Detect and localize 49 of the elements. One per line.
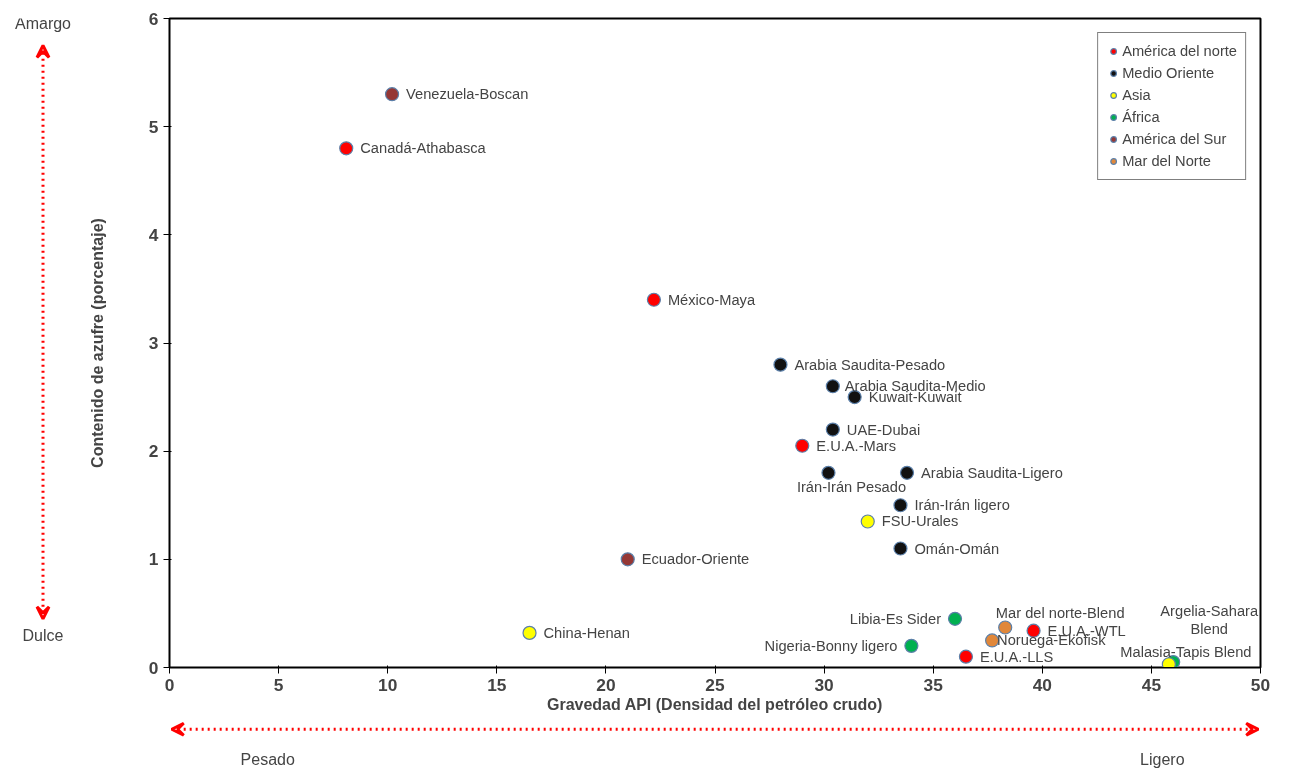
x-tick-label: 30	[814, 674, 834, 695]
annotation: Irán-Irán Pesado	[796, 478, 907, 495]
legend-label: Asia	[1122, 87, 1151, 103]
x-tick-label: 15	[487, 674, 507, 695]
annotation: E.U.A.-Mars	[816, 437, 897, 454]
annotation: China-Henan	[543, 624, 630, 641]
annotation: UAE-Dubai	[846, 421, 921, 438]
annotation: Irán-Irán ligero	[914, 497, 1010, 514]
annotation: Mar del norte-Blend	[995, 605, 1125, 622]
x-tick-label: 40	[1032, 674, 1052, 695]
y-tick-label: 3	[148, 333, 159, 353]
legend-label: América del norte	[1122, 43, 1237, 59]
x-tick-label: 35	[923, 674, 944, 695]
legend-label: Mar del Norte	[1122, 153, 1211, 169]
annotation: Argelia-Sahara Blend	[1160, 603, 1259, 637]
legend-label: África	[1122, 109, 1160, 125]
annotation: E.U.A.-LLS	[979, 648, 1054, 665]
x-tick-label: 0	[164, 674, 175, 695]
annotation: Canadá-Athabasca	[360, 140, 487, 157]
text: Amargo	[14, 15, 72, 33]
annotation: Omán-Omán	[914, 540, 1000, 557]
annotation: Ecuador-Oriente	[641, 551, 750, 568]
annotation: Arabia Saudita-Pesado	[794, 356, 946, 373]
legend-label: Medio Oriente	[1122, 65, 1215, 81]
text: Ligero	[1140, 751, 1185, 768]
annotation: Malasia-Tapis Blend	[1120, 644, 1252, 661]
text: Pesado	[240, 751, 295, 768]
legend-label: América del Sur	[1122, 131, 1227, 147]
annotation: Venezuela-Boscan	[406, 86, 529, 103]
x-tick-label: 10	[378, 674, 398, 695]
y-tick-label: 6	[148, 8, 159, 29]
annotation: Nigeria-Bonny ligero	[764, 637, 898, 654]
y-tick-label: 2	[148, 441, 159, 462]
text: Dulce	[22, 626, 64, 644]
y-tick-label: 1	[148, 549, 159, 570]
annotation: Arabia Saudita-Ligero	[921, 464, 1063, 481]
y-axis-title: Contenido de azufre (porcentaje)	[88, 218, 106, 468]
x-axis-title: Gravedad API (Densidad del petróleo crudo)	[546, 695, 883, 713]
x-tick-label: 50	[1250, 674, 1271, 695]
y-tick-label: 0	[148, 657, 159, 678]
x-tick-label: 25	[705, 674, 725, 695]
annotation: México-Maya	[667, 291, 756, 308]
y-tick-label: 5	[148, 116, 159, 137]
x-tick-label: 20	[596, 674, 616, 695]
y-tick-label: 4	[148, 224, 159, 245]
x-tick-label: 5	[273, 674, 284, 695]
x-tick-label: 45	[1141, 674, 1162, 695]
annotation: FSU-Urales	[881, 513, 959, 530]
annotation: Libia-Es Sider	[849, 610, 942, 627]
